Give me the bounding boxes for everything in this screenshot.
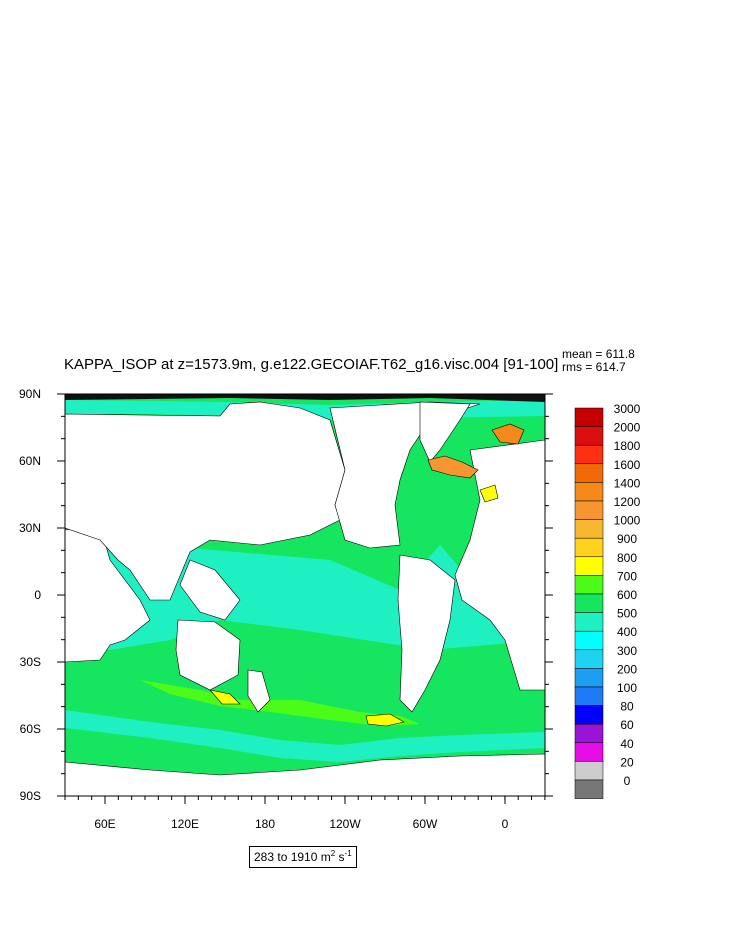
colorbar-swatch xyxy=(574,779,604,799)
yellow-patch-3 xyxy=(479,484,499,503)
colorbar-swatch xyxy=(574,556,604,576)
lon-label: 120W xyxy=(329,817,361,831)
units-mid: s xyxy=(335,850,345,864)
colorbar-swatch xyxy=(574,463,604,483)
map-field xyxy=(65,394,545,796)
colorbar-swatch xyxy=(574,444,604,465)
colorbar-label: 900 xyxy=(617,532,637,546)
colorbar-swatch xyxy=(574,705,604,725)
colorbar: 3000200018001600140012001000900800700600… xyxy=(574,402,641,799)
lat-label: 90N xyxy=(19,387,41,401)
axis-ticks xyxy=(57,393,553,804)
colorbar-label: 100 xyxy=(617,681,637,695)
colorbar-label: 800 xyxy=(617,551,637,565)
colorbar-label: 600 xyxy=(617,588,637,602)
lat-label: 30N xyxy=(19,521,41,535)
colorbar-label: 2000 xyxy=(614,421,641,435)
mean-value: mean = 611.8 xyxy=(562,347,635,361)
longitude-labels: 60E 120E 180 120W 60W 0 xyxy=(94,817,508,831)
latitude-labels: 90N 60N 30N 0 30S 60S 90S xyxy=(19,387,41,803)
colorbar-swatch xyxy=(574,593,604,613)
colorbar-label: 40 xyxy=(620,737,634,751)
colorbar-swatch xyxy=(574,742,604,762)
yellow-patch-2 xyxy=(209,689,241,705)
land xyxy=(65,401,545,796)
colorbar-label: 20 xyxy=(620,755,634,769)
colorbar-label: 60 xyxy=(620,718,634,732)
colorbar-label: 1000 xyxy=(614,514,641,528)
lat-label: 60N xyxy=(19,454,41,468)
yellow-patch xyxy=(365,713,405,727)
units-prefix: 283 to 1910 m xyxy=(254,850,331,864)
orange-patch-2 xyxy=(491,423,525,445)
colorbar-swatch xyxy=(574,668,604,688)
colorbar-swatch xyxy=(574,649,604,669)
units-label: 283 to 1910 m2 s-1 xyxy=(249,846,357,868)
colorbar-label: 3000 xyxy=(614,402,641,416)
colorbar-label: 200 xyxy=(617,662,637,676)
colorbar-label: 300 xyxy=(617,644,637,658)
colorbar-label: 80 xyxy=(620,700,634,714)
colorbar-swatch xyxy=(574,630,604,651)
colorbar-swatch xyxy=(574,686,604,706)
colorbar-swatch xyxy=(574,500,604,520)
circumpolar-streak xyxy=(140,680,420,726)
colorbar-swatch xyxy=(574,482,604,502)
rms-value: rms = 614.7 xyxy=(562,360,626,374)
colorbar-swatch xyxy=(574,426,604,446)
lat-label: 0 xyxy=(34,588,41,602)
arctic-edge xyxy=(65,394,545,402)
colorbar-swatch xyxy=(574,723,604,744)
units-exp2: -1 xyxy=(344,849,352,858)
orange-patch xyxy=(427,455,479,479)
stats-block: mean = 611.8 rms = 614.7 xyxy=(562,348,635,374)
colorbar-swatch xyxy=(574,407,604,427)
colorbar-label: 1200 xyxy=(614,495,641,509)
lon-label: 60W xyxy=(413,817,438,831)
lon-label: 0 xyxy=(502,817,509,831)
colorbar-swatch xyxy=(574,537,604,558)
colorbar-label: 1600 xyxy=(614,458,641,472)
lat-label: 90S xyxy=(20,789,41,803)
colorbar-swatch xyxy=(574,761,604,781)
colorbar-label: 700 xyxy=(617,569,637,583)
lat-label: 60S xyxy=(20,722,41,736)
plot-title: KAPPA_ISOP at z=1573.9m, g.e122.GECOIAF.… xyxy=(64,356,559,373)
lon-label: 180 xyxy=(255,817,275,831)
colorbar-label: 1400 xyxy=(614,476,641,490)
colorbar-swatch xyxy=(574,575,604,595)
colorbar-label: 500 xyxy=(617,607,637,621)
colorbar-swatch xyxy=(574,519,604,539)
lon-label: 60E xyxy=(94,817,115,831)
colorbar-label: 1800 xyxy=(614,439,641,453)
lon-label: 120E xyxy=(171,817,199,831)
lat-label: 30S xyxy=(20,655,41,669)
colorbar-label: 0 xyxy=(624,774,631,788)
southern-band xyxy=(65,710,545,762)
units-exp1: 2 xyxy=(330,849,336,858)
colorbar-swatch xyxy=(574,612,604,632)
colorbar-label: 400 xyxy=(617,625,637,639)
